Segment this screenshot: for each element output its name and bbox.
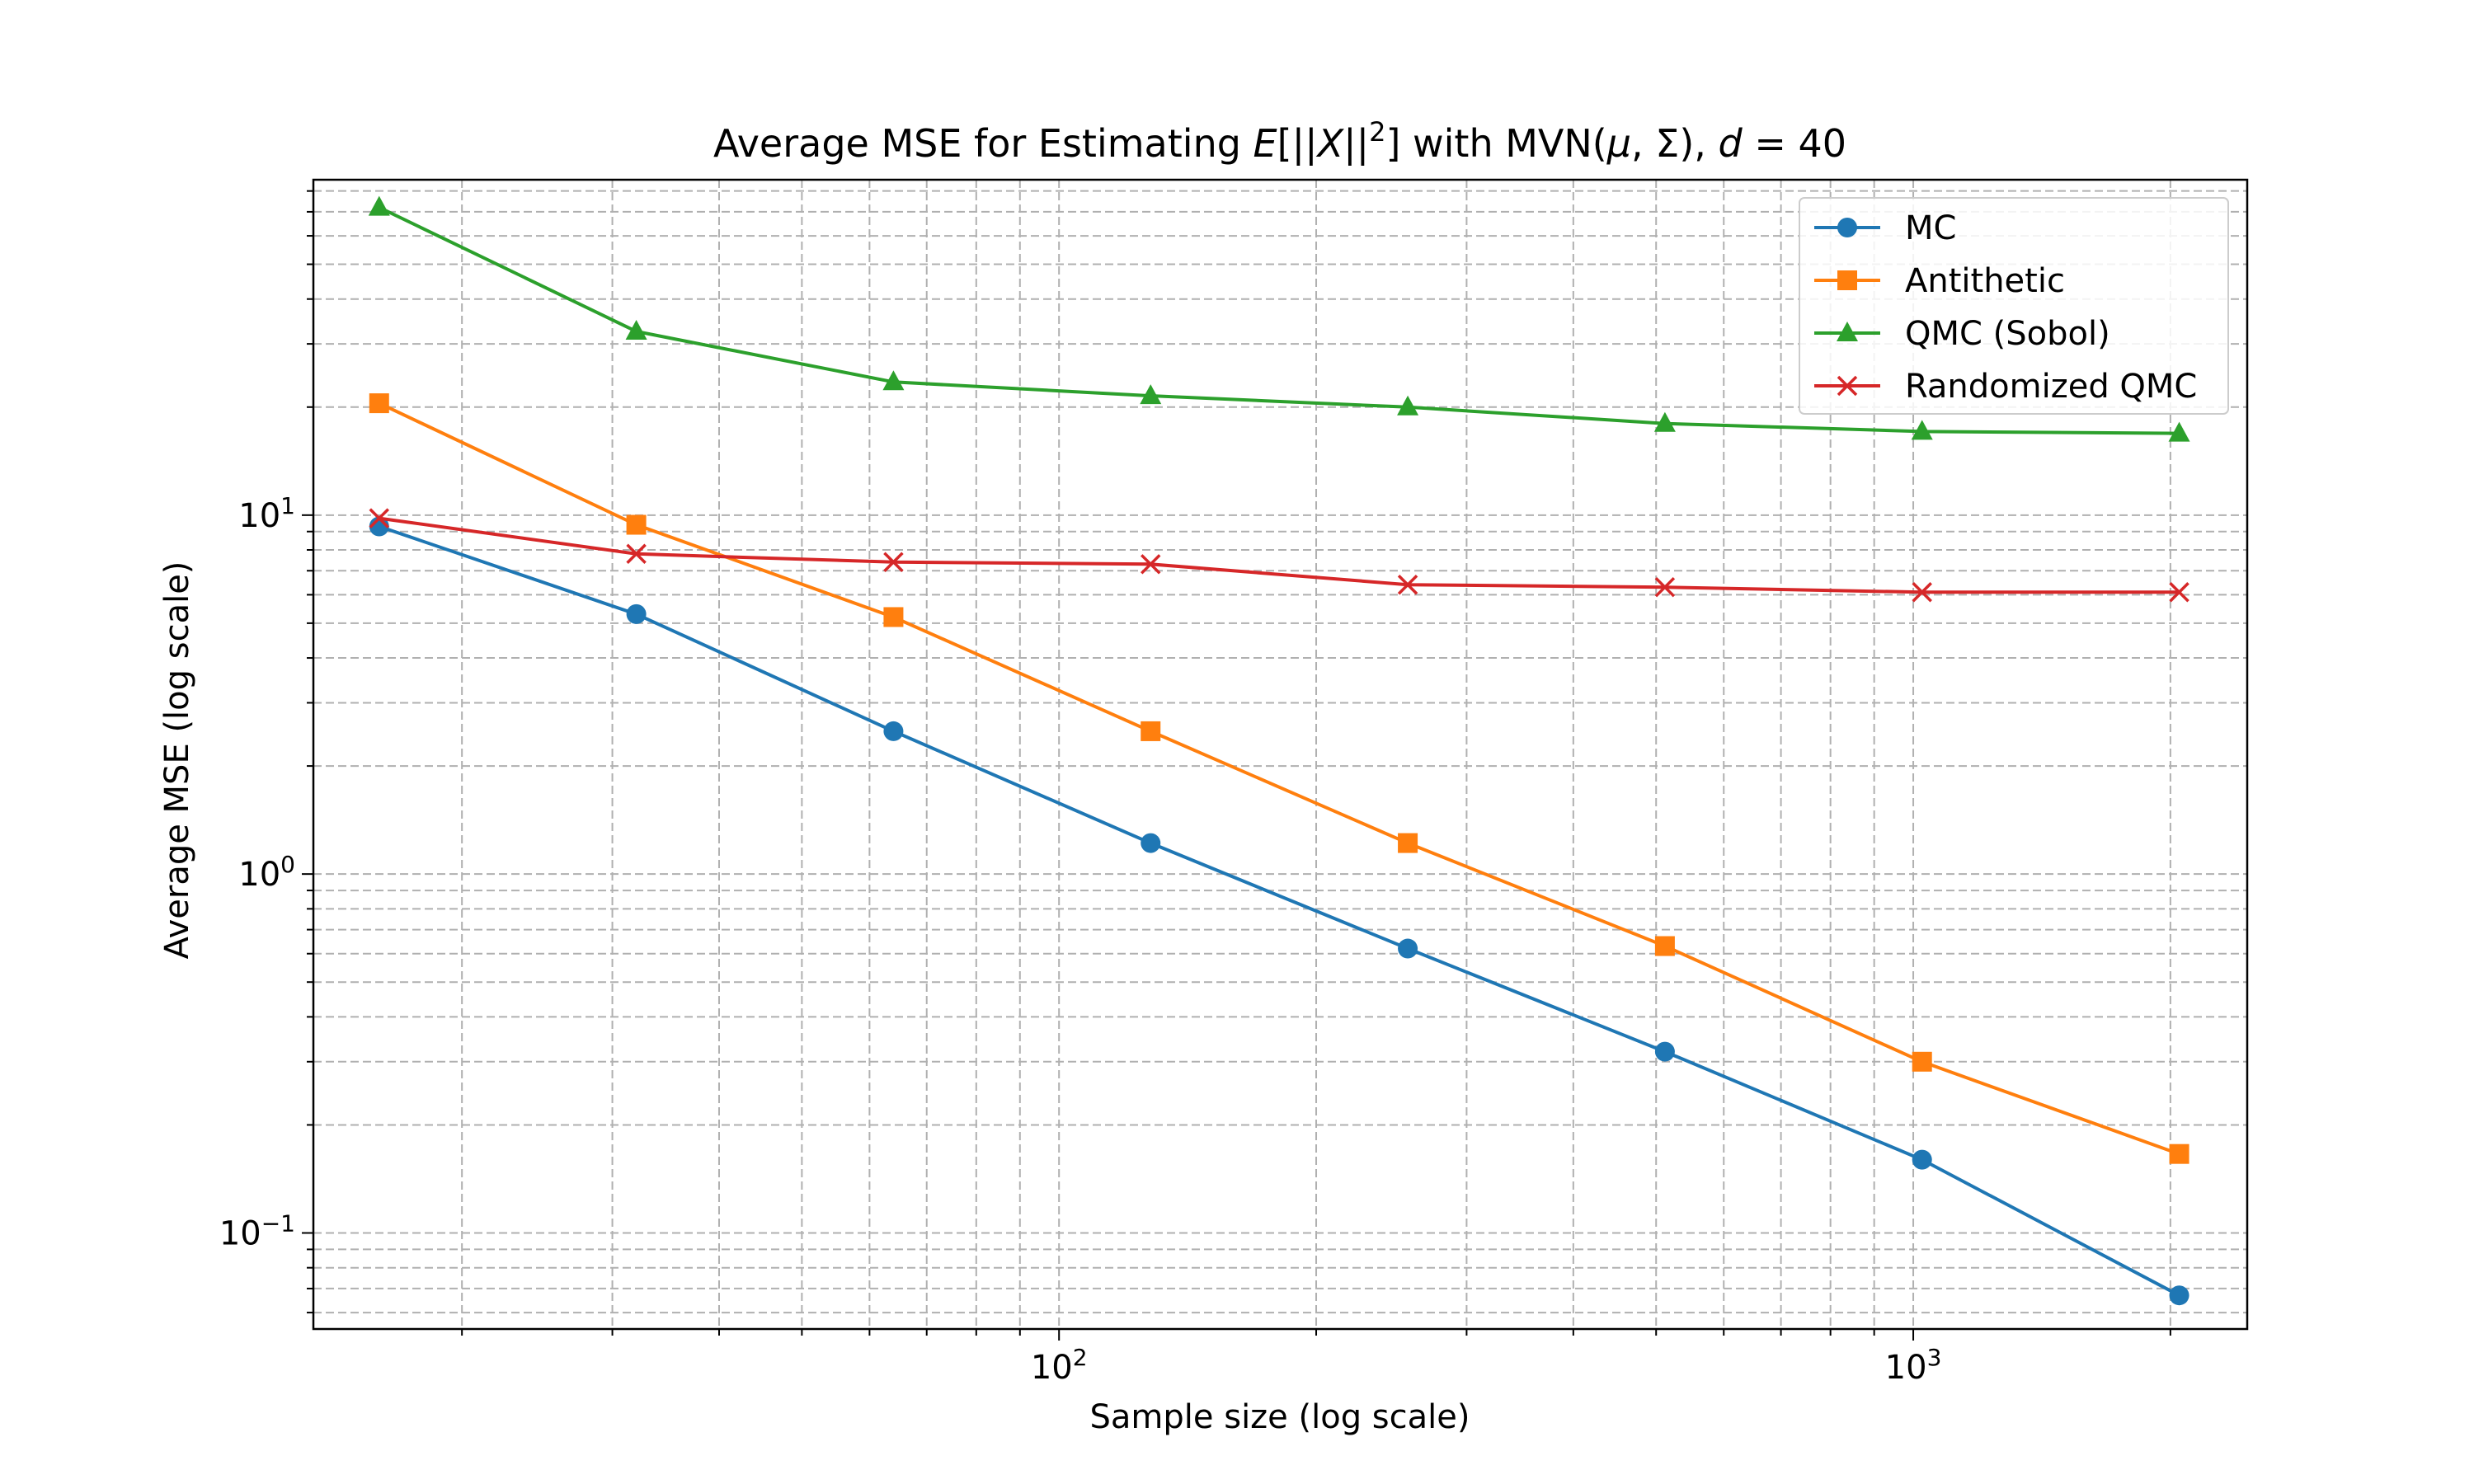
data-point-randomized-qmc	[883, 552, 904, 572]
title-part: , Σ),	[1631, 121, 1719, 166]
y-axis-label: Average MSE (log scale)	[158, 561, 196, 960]
legend-label-randomized-qmc: Randomized QMC	[1905, 368, 2197, 406]
title-part: d	[1719, 121, 1743, 166]
title-part: [||	[1277, 121, 1318, 167]
data-point-randomized-qmc	[2169, 582, 2189, 603]
data-point-qmc-sobol	[1397, 395, 1419, 416]
data-point-randomized-qmc	[1397, 574, 1418, 595]
y-tick-label-exponent: −1	[261, 1209, 295, 1237]
legend-marker-antithetic	[1837, 270, 1857, 290]
x-marker-stroke	[883, 552, 904, 572]
x-tick-label-exponent: 2	[1073, 1344, 1088, 1371]
data-point-qmc-sobol	[1911, 420, 1933, 440]
data-point-qmc-sobol	[1140, 384, 1162, 405]
series-mc	[369, 516, 2189, 1306]
axes-frame	[312, 178, 2249, 1331]
data-point-antithetic	[626, 514, 647, 535]
x-tick-label-exponent: 3	[1927, 1344, 1942, 1371]
legend-marker-randomized-qmc	[1837, 375, 1858, 397]
data-point-antithetic	[1141, 721, 1161, 741]
data-point-mc	[1398, 938, 1418, 959]
y-tick-label-base: 10	[219, 1215, 261, 1253]
x-axis-label: Sample size (log scale)	[1090, 1398, 1470, 1436]
legend-label-mc: MC	[1905, 209, 1956, 247]
x-tick-label: 102	[1031, 1344, 1088, 1388]
legend-marker-mc	[1837, 218, 1857, 237]
y-tick-label-exponent: 0	[280, 851, 295, 878]
data-point-antithetic	[2169, 1144, 2189, 1164]
legend-marker-qmc-sobol	[1837, 322, 1858, 341]
data-point-antithetic	[1912, 1051, 1932, 1072]
data-point-mc	[1912, 1149, 1932, 1170]
series-line-antithetic	[378, 402, 2180, 1156]
series-qmc-sobol	[368, 195, 2190, 442]
title-part: Average MSE for Estimating	[713, 121, 1253, 166]
data-point-qmc-sobol	[368, 195, 390, 216]
x-marker-stroke	[1654, 576, 1676, 598]
legend-item-mc: MC	[1814, 209, 1956, 247]
legend-label-qmc-sobol: QMC (Sobol)	[1905, 315, 2110, 353]
data-point-qmc-sobol	[625, 319, 647, 340]
y-tick-label-base: 10	[238, 497, 280, 535]
legend-box	[1799, 197, 2229, 415]
legend-label-antithetic: Antithetic	[1905, 262, 2065, 300]
data-point-qmc-sobol	[1653, 411, 1676, 432]
data-point-qmc-sobol	[2168, 421, 2190, 442]
x-tick-label-base: 10	[1031, 1349, 1073, 1387]
data-point-randomized-qmc	[369, 508, 390, 528]
series-line-qmc-sobol	[378, 205, 2180, 435]
title-part: ||	[1343, 121, 1369, 167]
series-antithetic	[369, 393, 2189, 1164]
x-marker-stroke	[1141, 554, 1161, 575]
series-line-mc	[379, 524, 2180, 1297]
title-part: X	[1316, 121, 1345, 166]
legend-item-randomized-qmc: Randomized QMC	[1814, 368, 2197, 406]
data-point-mc	[626, 603, 647, 624]
series-line-randomized-qmc	[379, 516, 2180, 594]
y-tick-label-base: 10	[238, 856, 280, 894]
legend: MC Antithetic QMC (Sobol) Randomized QMC	[1799, 197, 2229, 415]
data-point-mc	[883, 721, 904, 741]
data-point-antithetic	[883, 607, 904, 627]
y-tick-label: 101	[238, 491, 295, 535]
data-point-randomized-qmc	[626, 543, 647, 565]
chart-title: Average MSE for Estimating E[||X||2] wit…	[713, 116, 1846, 167]
title-part: ] with MVN(	[1385, 121, 1606, 166]
data-point-antithetic	[369, 393, 389, 414]
data-point-mc	[1654, 1041, 1675, 1062]
data-point-randomized-qmc	[1654, 576, 1676, 598]
x-tick-label: 103	[1885, 1344, 1942, 1388]
x-marker-stroke	[369, 508, 390, 528]
title-part: E	[1253, 121, 1277, 166]
data-point-mc	[2169, 1285, 2189, 1306]
x-marker-stroke	[1397, 574, 1418, 595]
data-point-randomized-qmc	[1141, 554, 1161, 575]
data-point-antithetic	[1654, 936, 1675, 956]
y-tick-label: 10−1	[219, 1209, 295, 1253]
data-point-qmc-sobol	[882, 370, 905, 391]
x-marker-stroke	[626, 543, 647, 565]
x-marker-stroke	[1912, 582, 1932, 603]
y-tick-label-exponent: 1	[280, 491, 295, 519]
legend-item-antithetic: Antithetic	[1814, 262, 2065, 300]
plot-area	[368, 195, 2190, 1306]
data-point-mc	[1141, 833, 1161, 853]
data-point-randomized-qmc	[1912, 582, 1932, 603]
x-axis-ticks: 102 103	[461, 1329, 2171, 1388]
data-point-antithetic	[1398, 833, 1418, 853]
legend-item-qmc-sobol: QMC (Sobol)	[1814, 315, 2110, 353]
x-marker-stroke	[2169, 582, 2189, 603]
series-randomized-qmc	[369, 508, 2189, 603]
y-tick-label: 100	[238, 851, 295, 895]
x-marker-stroke	[1837, 375, 1858, 397]
title-part: 2	[1369, 116, 1385, 148]
title-part: μ	[1606, 121, 1631, 166]
title-part: = 40	[1743, 121, 1846, 166]
x-tick-label-base: 10	[1885, 1349, 1927, 1387]
